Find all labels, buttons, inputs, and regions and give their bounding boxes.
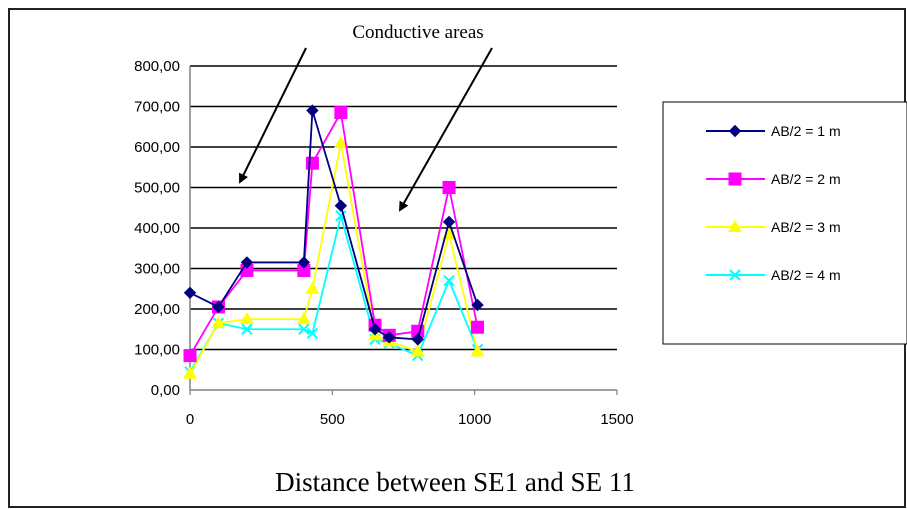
annotations-layer: Conductive areas bbox=[239, 22, 493, 212]
y-tick-label: 200,00 bbox=[134, 301, 180, 318]
data-point bbox=[470, 344, 485, 357]
y-tick-label: 500,00 bbox=[134, 180, 180, 197]
legend-label: AB/2 = 2 m bbox=[771, 171, 841, 187]
data-point bbox=[410, 344, 425, 357]
data-point-stroke bbox=[729, 269, 741, 281]
data-point bbox=[183, 286, 197, 300]
data-point bbox=[729, 269, 741, 281]
data-point bbox=[442, 181, 456, 194]
y-tick-label: 600,00 bbox=[134, 139, 180, 156]
axes bbox=[189, 66, 618, 395]
legend-box bbox=[662, 101, 907, 345]
data-point bbox=[305, 281, 320, 294]
series-layer bbox=[183, 104, 485, 379]
legend-entry: AB/2 = 4 m bbox=[706, 267, 841, 283]
y-tick-label: 100,00 bbox=[134, 342, 180, 359]
annotation-arrow-left bbox=[239, 47, 307, 184]
legend-entry: AB/2 = 1 m bbox=[706, 123, 841, 139]
tick-labels: 0,00 100,00 200,00 300,00 400,00 500,00 600,00… bbox=[134, 58, 634, 428]
data-point bbox=[298, 323, 310, 335]
data-point-stroke bbox=[335, 210, 347, 222]
y-tick-label: 800,00 bbox=[134, 58, 180, 75]
data-point bbox=[383, 331, 396, 344]
data-point bbox=[728, 220, 742, 232]
data-point bbox=[728, 172, 742, 186]
data-point bbox=[334, 106, 348, 120]
data-point bbox=[471, 298, 484, 312]
series-line bbox=[189, 212, 479, 373]
data-point-stroke bbox=[443, 274, 455, 287]
data-point bbox=[306, 104, 319, 117]
data-point bbox=[334, 199, 348, 212]
x-tick-label: 500 bbox=[320, 411, 345, 428]
data-point bbox=[240, 256, 254, 269]
legend-entry: AB/2 = 3 m bbox=[706, 219, 841, 235]
legend: AB/2 = 1 m AB/2 = 2 m AB/2 = 3 m AB/2 = 4 m bbox=[662, 101, 907, 345]
data-point bbox=[297, 256, 311, 269]
y-tick-label: 700,00 bbox=[134, 99, 180, 116]
data-point bbox=[442, 215, 456, 229]
annotation-arrow-right bbox=[399, 47, 493, 212]
data-point bbox=[443, 274, 455, 287]
data-point bbox=[212, 300, 225, 314]
data-point bbox=[241, 323, 253, 335]
data-point-stroke bbox=[306, 327, 319, 340]
data-point bbox=[368, 323, 382, 336]
data-point bbox=[305, 156, 319, 170]
data-point bbox=[411, 333, 424, 346]
series-1 bbox=[183, 104, 484, 346]
data-point bbox=[728, 124, 742, 138]
data-point bbox=[471, 320, 485, 334]
legend-label: AB/2 = 1 m bbox=[771, 123, 841, 139]
data-point bbox=[296, 312, 311, 325]
legend-entry: AB/2 = 2 m bbox=[706, 171, 841, 187]
grid-lines bbox=[190, 65, 617, 351]
legend-label: AB/2 = 4 m bbox=[771, 267, 841, 283]
x-axis-label: Distance between SE1 and SE 11 bbox=[275, 467, 635, 497]
data-point bbox=[183, 349, 197, 363]
data-point-stroke bbox=[298, 323, 310, 335]
data-point bbox=[306, 327, 319, 340]
x-tick-label: 1500 bbox=[600, 411, 633, 428]
data-point bbox=[333, 135, 348, 148]
y-tick-label: 400,00 bbox=[134, 220, 180, 237]
data-point bbox=[239, 312, 254, 325]
series-2 bbox=[183, 106, 485, 363]
legend-label: AB/2 = 3 m bbox=[771, 219, 841, 235]
x-tick-label: 0 bbox=[186, 411, 194, 428]
data-point-stroke bbox=[241, 323, 253, 335]
data-point bbox=[183, 366, 197, 379]
y-tick-label: 0,00 bbox=[151, 382, 180, 399]
data-point bbox=[297, 264, 311, 278]
annotation-label: Conductive areas bbox=[352, 22, 483, 43]
y-tick-label: 300,00 bbox=[134, 261, 180, 278]
data-point bbox=[211, 316, 226, 329]
series-line bbox=[189, 110, 479, 341]
x-tick-label: 1000 bbox=[458, 411, 491, 428]
